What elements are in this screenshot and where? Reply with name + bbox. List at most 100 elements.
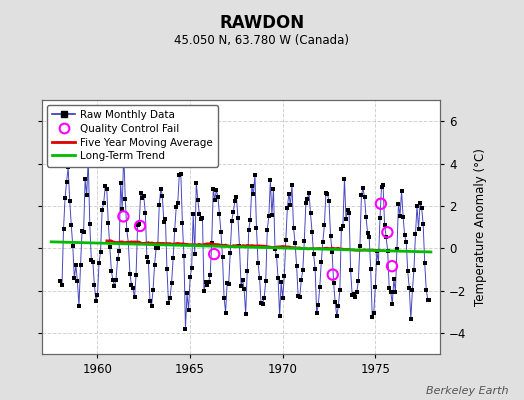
- Point: [56, 278, 64, 285]
- Point: [291, 240, 299, 246]
- Point: [129, 285, 137, 292]
- Point: [212, 187, 221, 193]
- Point: [89, 259, 97, 265]
- Point: [356, 243, 364, 250]
- Point: [407, 316, 415, 322]
- Point: [59, 226, 68, 232]
- Point: [399, 214, 407, 220]
- Point: [189, 211, 198, 218]
- Point: [260, 294, 268, 301]
- Point: [421, 260, 429, 267]
- Point: [315, 284, 324, 290]
- Text: RAWDON: RAWDON: [220, 14, 304, 32]
- Point: [297, 277, 305, 283]
- Point: [139, 193, 148, 200]
- Point: [359, 185, 367, 192]
- Point: [289, 224, 298, 231]
- Point: [149, 287, 157, 293]
- Point: [222, 309, 230, 316]
- Point: [209, 186, 217, 192]
- Point: [248, 183, 256, 190]
- Point: [208, 240, 216, 246]
- Point: [390, 276, 398, 282]
- Point: [232, 194, 241, 200]
- Point: [272, 253, 281, 259]
- Point: [329, 272, 337, 278]
- Point: [155, 202, 163, 209]
- Point: [92, 298, 100, 304]
- Point: [322, 190, 330, 196]
- Point: [234, 215, 242, 221]
- Point: [226, 250, 234, 256]
- Point: [231, 198, 239, 204]
- Point: [67, 222, 75, 228]
- Point: [373, 248, 381, 254]
- Point: [245, 226, 253, 233]
- Point: [136, 223, 144, 229]
- Point: [351, 294, 359, 300]
- Point: [214, 193, 222, 200]
- Point: [309, 251, 318, 257]
- Point: [413, 203, 421, 209]
- Point: [319, 238, 327, 245]
- Point: [302, 200, 310, 206]
- Point: [422, 287, 430, 293]
- Point: [172, 204, 180, 211]
- Point: [181, 326, 190, 332]
- Point: [411, 231, 420, 238]
- Point: [357, 192, 366, 198]
- Point: [121, 196, 129, 202]
- Point: [85, 221, 94, 227]
- Point: [425, 297, 433, 303]
- Point: [418, 204, 426, 211]
- Point: [317, 259, 325, 265]
- Point: [170, 227, 179, 234]
- Point: [134, 222, 142, 228]
- Point: [118, 206, 126, 212]
- Point: [312, 310, 321, 316]
- Point: [219, 254, 227, 260]
- Point: [215, 211, 224, 217]
- Point: [223, 280, 231, 286]
- Point: [266, 177, 275, 184]
- Point: [211, 196, 219, 203]
- Point: [333, 313, 341, 319]
- Point: [169, 255, 177, 262]
- Point: [292, 262, 301, 269]
- Point: [251, 172, 259, 178]
- Point: [237, 282, 245, 289]
- Point: [119, 149, 128, 155]
- Point: [397, 188, 406, 194]
- Point: [95, 260, 103, 266]
- Point: [296, 294, 304, 301]
- Point: [400, 232, 409, 238]
- Point: [81, 176, 89, 182]
- Point: [127, 282, 136, 288]
- Point: [320, 222, 329, 228]
- Point: [150, 261, 159, 268]
- Point: [217, 229, 225, 236]
- Point: [388, 263, 396, 269]
- Point: [345, 210, 353, 216]
- Point: [204, 279, 213, 285]
- Point: [261, 278, 270, 284]
- Point: [124, 240, 133, 246]
- Point: [123, 227, 131, 234]
- Point: [323, 191, 332, 198]
- Point: [165, 300, 173, 306]
- Point: [103, 186, 111, 192]
- Point: [419, 221, 428, 228]
- Point: [294, 293, 302, 300]
- Point: [334, 303, 343, 310]
- Point: [144, 258, 152, 265]
- Point: [200, 288, 208, 294]
- Point: [423, 297, 432, 303]
- Point: [157, 186, 165, 192]
- Point: [308, 229, 316, 235]
- Point: [242, 311, 250, 317]
- Point: [58, 282, 66, 288]
- Point: [138, 195, 146, 202]
- Point: [277, 278, 286, 285]
- Point: [286, 202, 294, 208]
- Point: [203, 282, 211, 288]
